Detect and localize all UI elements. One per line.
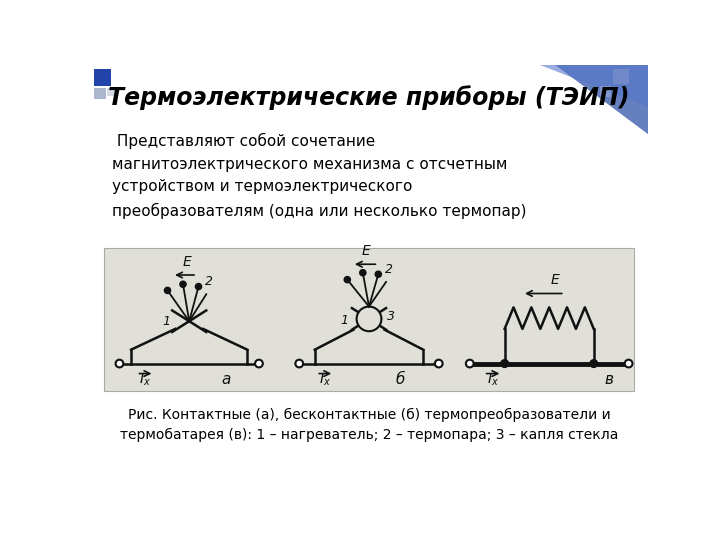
Text: E: E xyxy=(182,255,192,269)
Text: E: E xyxy=(551,273,559,287)
FancyBboxPatch shape xyxy=(613,69,629,84)
FancyBboxPatch shape xyxy=(94,88,106,99)
Circle shape xyxy=(590,360,598,367)
Polygon shape xyxy=(462,65,648,134)
Text: 1: 1 xyxy=(162,315,170,328)
Circle shape xyxy=(435,360,443,367)
Text: 2: 2 xyxy=(205,275,213,288)
Text: 3: 3 xyxy=(387,310,395,323)
Text: Представляют собой сочетание
магнитоэлектрического механизма с отсчетным
устройс: Представляют собой сочетание магнитоэлек… xyxy=(112,132,526,219)
Circle shape xyxy=(356,307,382,331)
Circle shape xyxy=(180,281,186,287)
Circle shape xyxy=(625,360,632,367)
FancyBboxPatch shape xyxy=(104,248,634,390)
Circle shape xyxy=(344,276,351,283)
Text: 1: 1 xyxy=(341,314,348,327)
Circle shape xyxy=(500,360,508,367)
Circle shape xyxy=(295,360,303,367)
Text: б: б xyxy=(395,372,405,387)
Text: Рис. Контактные (а), бесконтактные (б) термопреобразователи и
термобатарея (в): : Рис. Контактные (а), бесконтактные (б) т… xyxy=(120,408,618,442)
Text: $I_x$: $I_x$ xyxy=(319,372,330,388)
Circle shape xyxy=(466,360,474,367)
Text: а: а xyxy=(221,372,230,387)
Text: в: в xyxy=(605,372,613,387)
FancyBboxPatch shape xyxy=(94,69,111,85)
Polygon shape xyxy=(539,65,648,107)
Circle shape xyxy=(360,269,366,276)
Circle shape xyxy=(195,284,202,289)
Text: $I_x$: $I_x$ xyxy=(139,372,151,388)
FancyBboxPatch shape xyxy=(600,86,611,97)
FancyBboxPatch shape xyxy=(107,88,114,96)
Text: 2: 2 xyxy=(385,262,393,276)
Text: Термоэлектрические приборы (ТЭИП): Термоэлектрические приборы (ТЭИП) xyxy=(108,85,630,110)
Text: E: E xyxy=(361,244,370,258)
Circle shape xyxy=(116,360,123,367)
Circle shape xyxy=(164,287,171,294)
Circle shape xyxy=(255,360,263,367)
Text: $I_x$: $I_x$ xyxy=(487,372,499,388)
Circle shape xyxy=(375,271,382,278)
